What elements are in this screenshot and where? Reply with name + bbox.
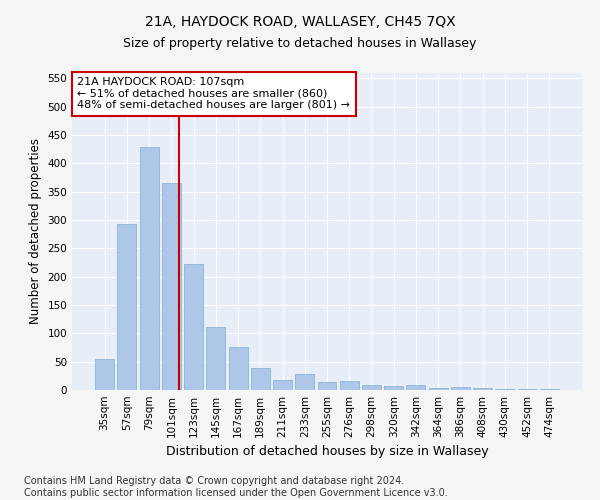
Text: Size of property relative to detached houses in Wallasey: Size of property relative to detached ho… — [124, 38, 476, 51]
Bar — [206, 326, 225, 390]
Y-axis label: Number of detached properties: Number of detached properties — [29, 138, 42, 324]
Bar — [95, 359, 114, 390]
Bar — [384, 386, 403, 390]
Bar — [295, 374, 314, 390]
Bar — [273, 380, 292, 390]
Bar — [162, 183, 181, 390]
Bar — [317, 382, 337, 390]
Text: 21A HAYDOCK ROAD: 107sqm
← 51% of detached houses are smaller (860)
48% of semi-: 21A HAYDOCK ROAD: 107sqm ← 51% of detach… — [77, 78, 350, 110]
Bar — [429, 388, 448, 390]
Bar — [406, 386, 425, 390]
Bar — [340, 381, 359, 390]
Bar — [229, 348, 248, 390]
Bar — [184, 264, 203, 390]
Bar — [496, 389, 514, 390]
Bar — [140, 148, 158, 390]
Bar — [251, 368, 270, 390]
Text: 21A, HAYDOCK ROAD, WALLASEY, CH45 7QX: 21A, HAYDOCK ROAD, WALLASEY, CH45 7QX — [145, 15, 455, 29]
Bar — [118, 224, 136, 390]
Text: Contains HM Land Registry data © Crown copyright and database right 2024.
Contai: Contains HM Land Registry data © Crown c… — [24, 476, 448, 498]
Bar — [362, 386, 381, 390]
Bar — [473, 388, 492, 390]
Bar — [540, 389, 559, 390]
X-axis label: Distribution of detached houses by size in Wallasey: Distribution of detached houses by size … — [166, 446, 488, 458]
Bar — [451, 387, 470, 390]
